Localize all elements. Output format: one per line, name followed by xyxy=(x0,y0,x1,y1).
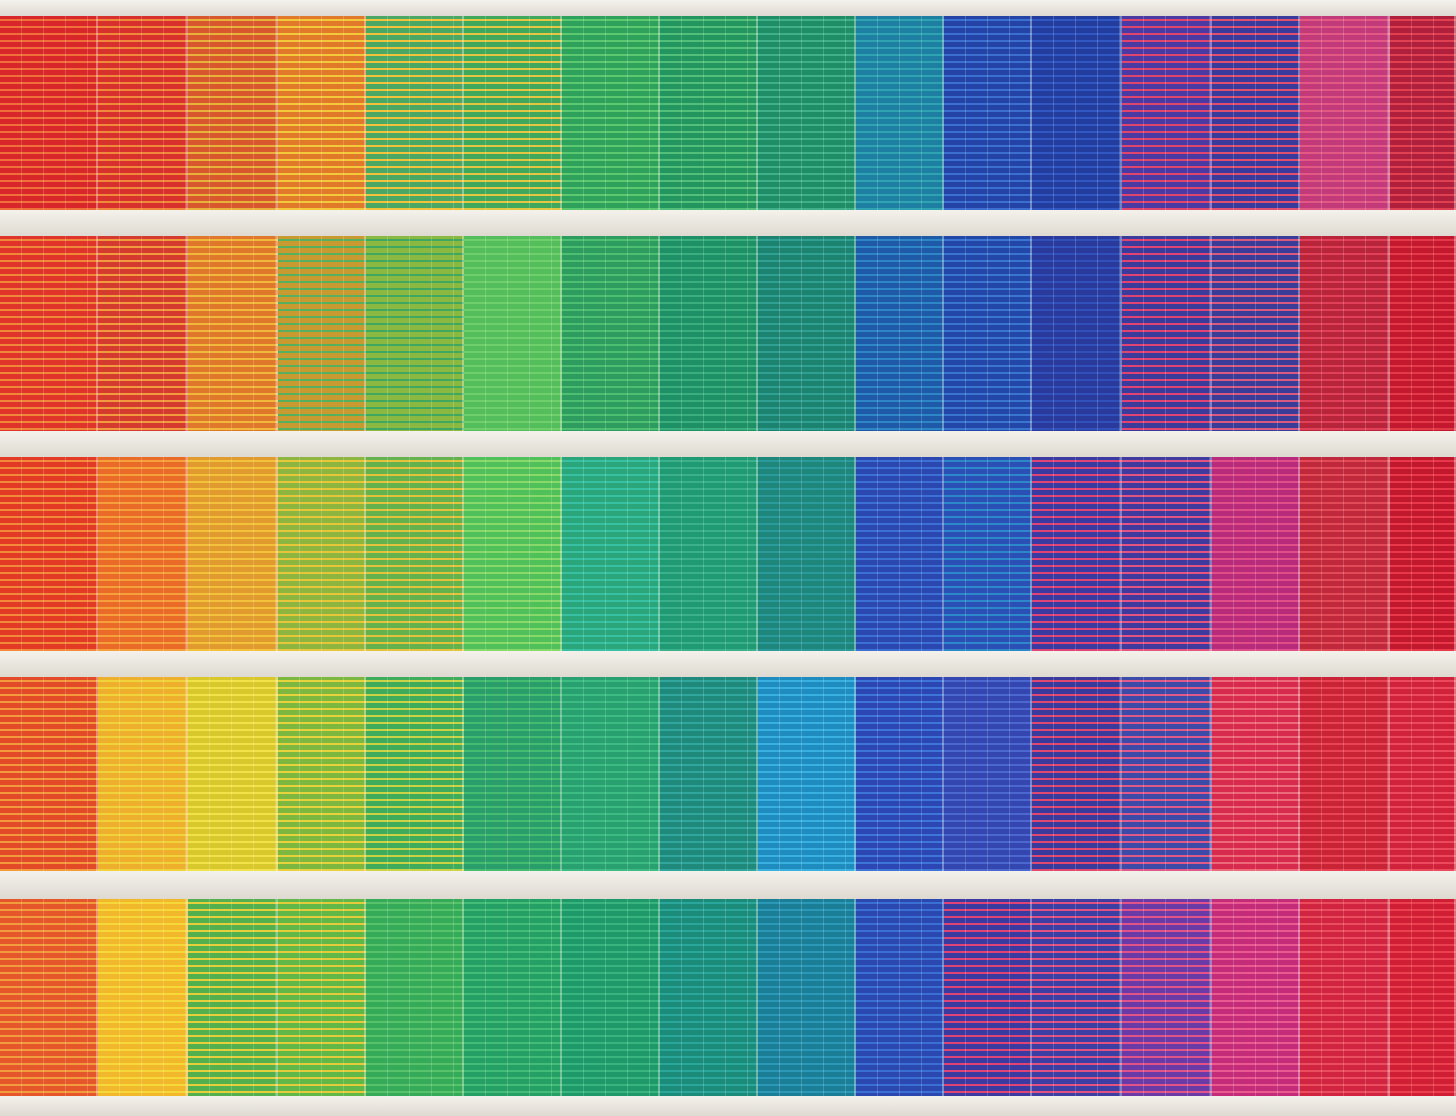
window-blind-panel xyxy=(856,677,944,871)
window-blind-panel xyxy=(1122,236,1212,431)
window-blind-panel xyxy=(464,16,562,210)
window-blind-panel xyxy=(660,899,758,1096)
window-blind-panel xyxy=(1032,899,1122,1096)
concrete-slab xyxy=(0,210,1456,236)
window-blind-panel xyxy=(1212,236,1300,431)
window-blind-panel xyxy=(366,16,464,210)
floor-5 xyxy=(0,899,1456,1096)
window-blind-panel xyxy=(0,16,98,210)
window-blind-panel xyxy=(464,677,562,871)
window-blind-panel xyxy=(1390,236,1456,431)
window-blind-panel xyxy=(758,457,856,651)
window-blind-panel xyxy=(944,677,1032,871)
window-blind-panel xyxy=(98,16,188,210)
window-blind-panel xyxy=(366,457,464,651)
window-blind-panel xyxy=(562,16,660,210)
window-blind-panel xyxy=(660,457,758,651)
window-blind-panel xyxy=(944,899,1032,1096)
window-blind-panel xyxy=(464,457,562,651)
concrete-slab xyxy=(0,651,1456,677)
window-blind-panel xyxy=(1300,677,1390,871)
window-blind-panel xyxy=(660,677,758,871)
window-blind-panel xyxy=(1032,457,1122,651)
window-blind-panel xyxy=(660,16,758,210)
window-blind-panel xyxy=(98,899,188,1096)
window-blind-panel xyxy=(278,236,366,431)
concrete-slab xyxy=(0,1096,1456,1116)
concrete-slab xyxy=(0,0,1456,16)
window-blind-panel xyxy=(1122,899,1212,1096)
window-blind-panel xyxy=(562,457,660,651)
window-blind-panel xyxy=(758,236,856,431)
window-blind-panel xyxy=(1032,677,1122,871)
window-blind-panel xyxy=(1122,457,1212,651)
window-blind-panel xyxy=(562,677,660,871)
window-blind-panel xyxy=(278,899,366,1096)
window-blind-panel xyxy=(1212,16,1300,210)
window-blind-panel xyxy=(856,457,944,651)
window-blind-panel xyxy=(944,236,1032,431)
window-blind-panel xyxy=(1212,457,1300,651)
window-blind-panel xyxy=(464,899,562,1096)
window-blind-panel xyxy=(562,899,660,1096)
window-blind-panel xyxy=(660,236,758,431)
window-blind-panel xyxy=(98,236,188,431)
window-blind-panel xyxy=(366,236,464,431)
window-blind-panel xyxy=(856,899,944,1096)
window-blind-panel xyxy=(1390,16,1456,210)
window-blind-panel xyxy=(188,899,278,1096)
window-blind-panel xyxy=(758,899,856,1096)
window-blind-panel xyxy=(1212,677,1300,871)
window-blind-panel xyxy=(944,16,1032,210)
window-blind-panel xyxy=(758,677,856,871)
window-blind-panel xyxy=(1390,677,1456,871)
window-blind-panel xyxy=(366,677,464,871)
window-blind-panel xyxy=(944,457,1032,651)
window-blind-panel xyxy=(1122,677,1212,871)
window-blind-panel xyxy=(0,457,98,651)
floor-4 xyxy=(0,677,1456,871)
window-blind-panel xyxy=(1300,899,1390,1096)
window-blind-panel xyxy=(188,236,278,431)
window-blind-panel xyxy=(1032,236,1122,431)
floor-1 xyxy=(0,16,1456,210)
window-blind-panel xyxy=(278,677,366,871)
window-blind-panel xyxy=(562,236,660,431)
window-blind-panel xyxy=(0,236,98,431)
concrete-slab xyxy=(0,431,1456,457)
window-blind-panel xyxy=(1032,16,1122,210)
floor-3 xyxy=(0,457,1456,651)
window-blind-panel xyxy=(1212,899,1300,1096)
window-blind-panel xyxy=(1300,236,1390,431)
window-blind-panel xyxy=(758,16,856,210)
window-blind-panel xyxy=(1390,899,1456,1096)
window-blind-panel xyxy=(278,457,366,651)
window-blind-panel xyxy=(188,677,278,871)
window-blind-panel xyxy=(464,236,562,431)
window-blind-panel xyxy=(856,16,944,210)
window-blind-panel xyxy=(0,899,98,1096)
window-blind-panel xyxy=(856,236,944,431)
window-blind-panel xyxy=(366,899,464,1096)
window-blind-panel xyxy=(188,16,278,210)
window-blind-panel xyxy=(1390,457,1456,651)
window-blind-panel xyxy=(1300,457,1390,651)
window-blind-panel xyxy=(0,677,98,871)
window-blind-panel xyxy=(278,16,366,210)
window-blind-panel xyxy=(1122,16,1212,210)
window-blind-panel xyxy=(98,677,188,871)
window-blind-panel xyxy=(188,457,278,651)
window-blind-panel xyxy=(98,457,188,651)
window-blind-panel xyxy=(1300,16,1390,210)
concrete-slab xyxy=(0,871,1456,899)
floor-2 xyxy=(0,236,1456,431)
